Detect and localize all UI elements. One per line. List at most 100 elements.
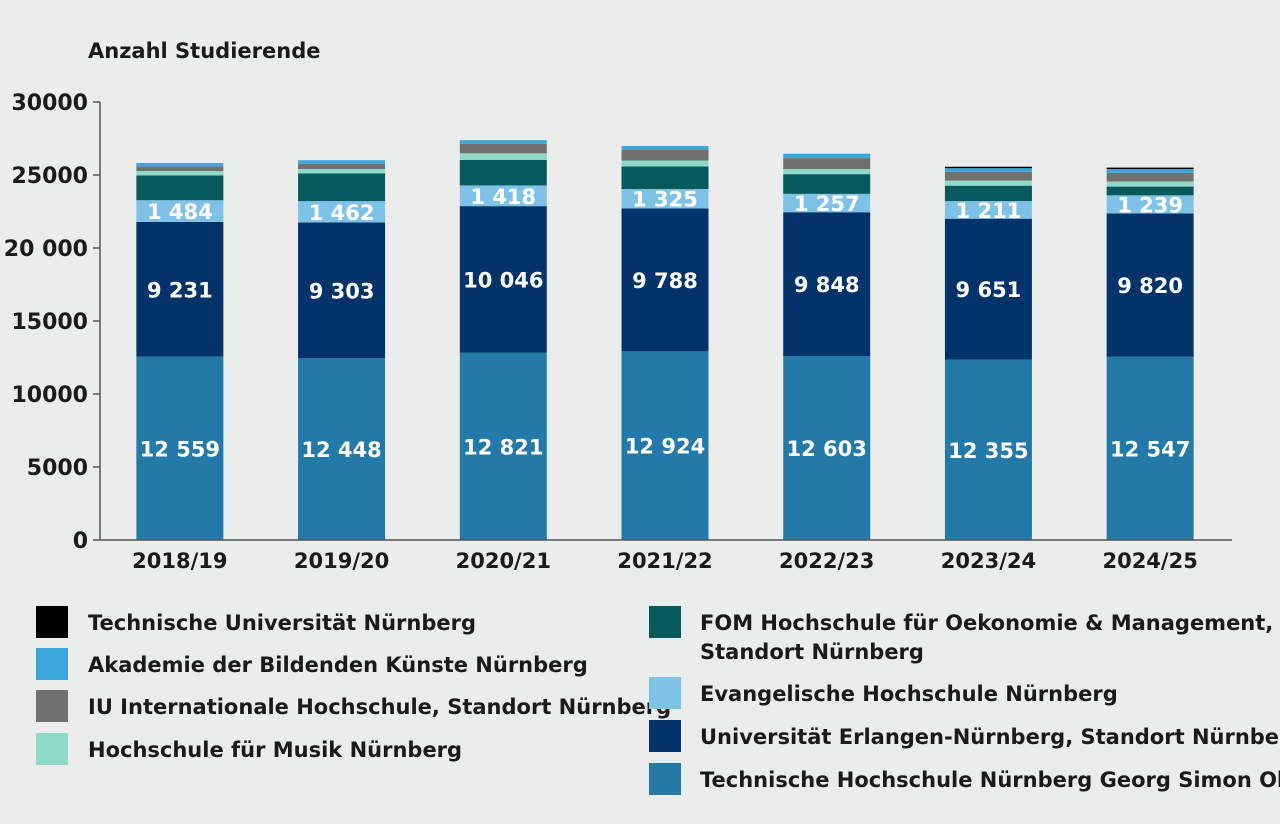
- legend-swatch: [36, 733, 68, 765]
- data-label: 12 559: [140, 437, 220, 461]
- x-tick-label: 2022/23: [779, 549, 874, 573]
- bar-segment: [136, 221, 224, 357]
- bar-segment: [298, 173, 386, 202]
- data-label: 1 211: [956, 199, 1022, 223]
- data-label: 9 848: [794, 273, 860, 297]
- legend-label: FOM Hochschule für Oekonomie & Managemen…: [700, 611, 1273, 635]
- x-tick-label: 2021/22: [617, 549, 712, 573]
- legend-swatch: [649, 606, 681, 638]
- bar-segment: [944, 185, 1032, 202]
- data-label: 1 239: [1117, 193, 1183, 217]
- bar-segment: [136, 166, 224, 171]
- y-tick-label: 15000: [11, 310, 88, 335]
- bar-segment: [459, 143, 547, 154]
- bar-segment: [783, 153, 871, 159]
- legend-label: IU Internationale Hochschule, Standort N…: [88, 695, 671, 719]
- bars: 12 559 9 231 1 484 12 448 9 303 1 462 12 821 10…: [136, 140, 1194, 540]
- legend-label: Technische Hochschule Nürnberg Georg Sim…: [700, 768, 1280, 792]
- legend-label: Universität Erlangen-Nürnberg, Standort …: [700, 725, 1280, 749]
- bar-segment: [944, 168, 1032, 172]
- bar-segment: [298, 163, 386, 169]
- bar-segment: [621, 149, 709, 161]
- data-label: 1 462: [309, 201, 375, 225]
- data-label: 12 603: [787, 437, 867, 461]
- x-tick-label: 2019/20: [294, 549, 389, 573]
- bar-segment: [298, 222, 386, 359]
- legend-swatch: [649, 677, 681, 709]
- x-axis-ticks: 2018/19 2019/20 2020/21 2021/22 2022/23 2023/…: [132, 549, 1198, 573]
- legend-swatch: [36, 606, 68, 638]
- x-tick-label: 2020/21: [456, 549, 551, 573]
- data-label: 9 820: [1117, 274, 1183, 298]
- bar-segment: [459, 352, 547, 540]
- bar-segment: [459, 153, 547, 160]
- bar-segment: [783, 158, 871, 170]
- bar-segment: [459, 185, 547, 207]
- bar-segment: [459, 159, 547, 186]
- data-label: 9 303: [309, 279, 375, 303]
- bar-segment: [621, 145, 709, 150]
- legend-swatch: [649, 763, 681, 795]
- y-tick-label: 25000: [11, 164, 88, 189]
- data-label: 12 547: [1110, 437, 1190, 461]
- bar-segment: [136, 175, 224, 201]
- bar-segment: [621, 189, 709, 209]
- bar-segment: [298, 168, 386, 174]
- y-tick-label: 0: [73, 529, 88, 554]
- bar-segment: [1106, 172, 1194, 182]
- bar-segment: [136, 356, 224, 540]
- bar-segment: [298, 358, 386, 540]
- legend-swatch: [36, 690, 68, 722]
- legend-label: Evangelische Hochschule Nürnberg: [700, 682, 1118, 706]
- legend: Technische Universität Nürnberg Akademie …: [36, 606, 1280, 795]
- bar-segment: [621, 166, 709, 190]
- y-tick-label: 20 000: [4, 237, 88, 262]
- data-label: 12 448: [301, 438, 381, 462]
- bar-segment: [783, 169, 871, 175]
- bar-segment: [136, 170, 224, 176]
- bar-segment: [1106, 169, 1194, 173]
- bar-segment: [459, 206, 547, 353]
- bar-segment: [136, 162, 224, 167]
- bar-segment: [944, 166, 1032, 169]
- bar-segment: [944, 180, 1032, 186]
- data-label: 12 355: [948, 439, 1028, 463]
- bar-segment: [944, 359, 1032, 540]
- y-axis-ticks: 0 5000 10000 15000 20 000 25000 30000: [4, 91, 100, 554]
- y-tick-label: 5000: [27, 456, 88, 481]
- legend-label: Technische Universität Nürnberg: [88, 611, 476, 635]
- y-tick-label: 10000: [11, 383, 88, 408]
- bar-segment: [944, 218, 1032, 360]
- bar-segment: [621, 160, 709, 167]
- y-tick-label: 30000: [11, 91, 88, 116]
- bar-segment: [136, 200, 224, 222]
- bar-segment: [1106, 181, 1194, 187]
- data-label: 1 418: [470, 185, 536, 209]
- bar-segment: [298, 201, 386, 223]
- bar-segment: [783, 212, 871, 356]
- bar-segment: [298, 160, 386, 164]
- data-label: 9 231: [147, 278, 213, 302]
- bar-segment: [459, 140, 547, 144]
- data-label: 9 788: [632, 269, 698, 293]
- data-label: 1 257: [794, 192, 860, 216]
- data-label: 12 821: [463, 435, 543, 459]
- bar-segment: [944, 201, 1032, 219]
- bar-segment: [1106, 186, 1194, 196]
- data-label: 12 924: [625, 435, 705, 459]
- x-tick-label: 2024/25: [1102, 549, 1197, 573]
- bar-segment: [621, 208, 709, 352]
- bar-segment: [944, 171, 1032, 181]
- legend-label: Akademie der Bildenden Künste Nürnberg: [88, 653, 588, 677]
- bar-segment: [783, 193, 871, 213]
- data-label: 9 651: [956, 278, 1022, 302]
- data-label: 10 046: [463, 268, 543, 292]
- x-tick-label: 2018/19: [132, 549, 227, 573]
- legend-swatch: [649, 720, 681, 752]
- bar-segment: [783, 355, 871, 540]
- bar-segment: [621, 351, 709, 540]
- bar-segment: [1106, 213, 1194, 357]
- bar-segment: [1106, 167, 1194, 170]
